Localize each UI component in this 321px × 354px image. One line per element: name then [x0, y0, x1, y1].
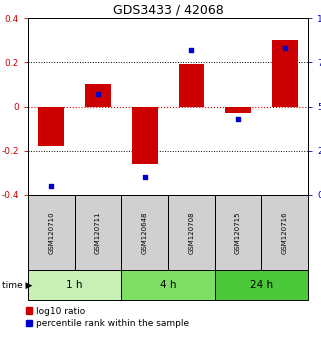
Legend: log10 ratio, percentile rank within the sample: log10 ratio, percentile rank within the … [26, 307, 189, 328]
Text: 24 h: 24 h [250, 280, 273, 290]
Bar [28, 270, 121, 300]
Point [49, 183, 54, 189]
Bar [28, 195, 75, 270]
Point [235, 116, 240, 122]
Text: GSM120710: GSM120710 [48, 211, 54, 254]
Bar [261, 195, 308, 270]
Text: GSM120716: GSM120716 [282, 211, 288, 254]
Text: GSM120711: GSM120711 [95, 211, 101, 254]
Bar [178, 64, 204, 107]
Bar [39, 107, 64, 146]
Point [95, 91, 100, 97]
Text: 1 h: 1 h [66, 280, 83, 290]
Text: 4 h: 4 h [160, 280, 176, 290]
Bar [132, 107, 158, 164]
Point [282, 45, 287, 51]
Bar [215, 270, 308, 300]
Bar [225, 107, 251, 113]
Bar [121, 195, 168, 270]
Bar [272, 40, 298, 107]
Bar [121, 270, 215, 300]
Bar [75, 195, 121, 270]
Bar [168, 195, 215, 270]
Bar [85, 84, 111, 107]
Text: time ▶: time ▶ [2, 280, 32, 290]
Bar [215, 195, 261, 270]
Title: GDS3433 / 42068: GDS3433 / 42068 [113, 4, 223, 17]
Text: GSM120648: GSM120648 [142, 211, 148, 254]
Point [189, 47, 194, 53]
Point [142, 175, 147, 180]
Text: GSM120708: GSM120708 [188, 211, 194, 254]
Text: GSM120715: GSM120715 [235, 211, 241, 254]
